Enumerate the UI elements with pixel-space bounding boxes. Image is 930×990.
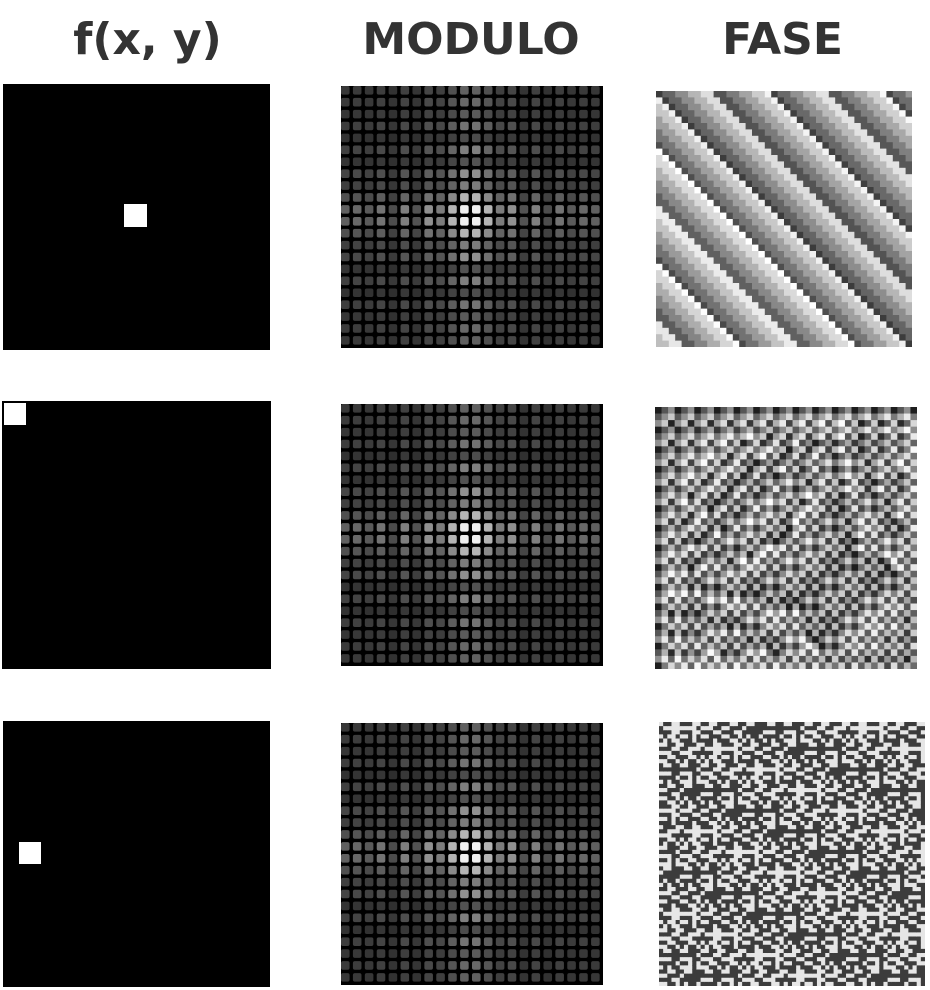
- magnitude-spectrum-row-3: [341, 723, 603, 985]
- signal-image-row-3: [3, 721, 270, 987]
- signal-column-title: f(x, y): [73, 14, 222, 65]
- impulse-square: [4, 403, 26, 425]
- impulse-square: [124, 204, 147, 227]
- phase-spectrum-row-3: [659, 722, 925, 986]
- signal-image-row-1: [3, 84, 270, 350]
- phase-column-title: FASE: [722, 14, 843, 65]
- magnitude-column-title: MODULO: [362, 14, 580, 65]
- phase-spectrum-row-1: [656, 91, 912, 347]
- magnitude-spectrum-row-1: [341, 86, 603, 348]
- impulse-square: [19, 842, 41, 864]
- phase-spectrum-row-2: [655, 407, 917, 669]
- magnitude-spectrum-row-2: [341, 404, 603, 666]
- signal-image-row-2: [2, 401, 271, 669]
